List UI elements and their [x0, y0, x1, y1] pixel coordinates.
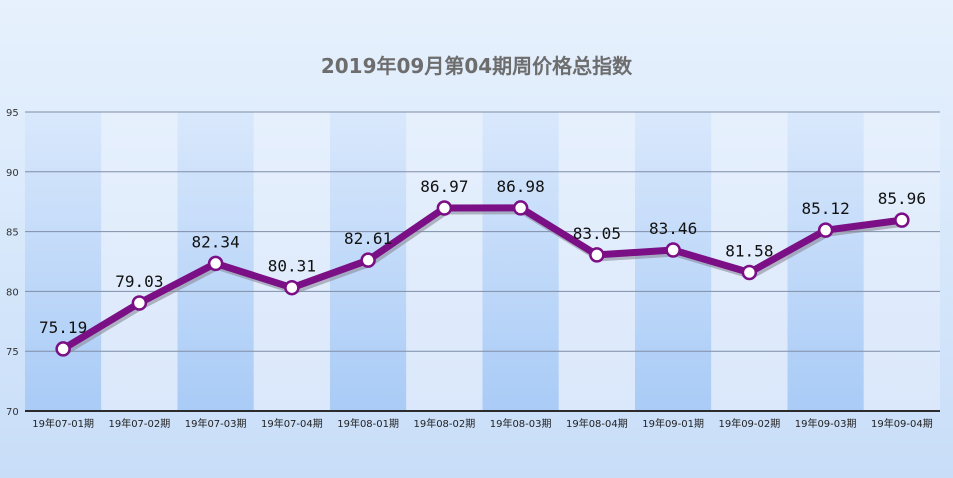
x-tick-label: 19年08-01期: [337, 417, 399, 430]
data-point: [894, 212, 910, 228]
x-tick-label: 19年07-01期: [32, 417, 94, 430]
y-tick-label: 75: [6, 347, 19, 358]
x-tick-label: 19年09-02期: [718, 417, 780, 430]
data-point: [512, 200, 529, 216]
y-tick-label: 85: [6, 228, 19, 239]
data-point: [436, 200, 453, 216]
data-label: 82.61: [344, 229, 392, 248]
x-tick-label: 19年07-03期: [185, 417, 247, 430]
x-tick-label: 19年09-01期: [642, 417, 704, 430]
x-tick-label: 19年07-02期: [108, 417, 170, 430]
data-label: 81.58: [725, 242, 773, 261]
chart-title: 2019年09月第04期周价格总指数: [320, 54, 633, 78]
x-tick-label: 19年09-03期: [795, 417, 857, 430]
data-label: 80.31: [268, 257, 316, 276]
data-point: [741, 264, 758, 281]
data-point: [284, 279, 300, 296]
data-point: [817, 222, 834, 238]
y-tick-label: 95: [6, 108, 19, 119]
data-label: 75.19: [39, 318, 87, 337]
data-point: [55, 341, 71, 357]
y-tick-label: 70: [6, 407, 19, 418]
data-label: 83.05: [573, 224, 621, 243]
series-line: [59, 204, 906, 353]
data-label: 86.97: [420, 177, 468, 196]
y-tick-label: 90: [6, 168, 19, 179]
x-tick-label: 19年08-04期: [566, 417, 628, 430]
data-label: 83.46: [649, 219, 697, 238]
data-label: 85.96: [878, 189, 926, 208]
column-band: [406, 112, 483, 411]
data-label: 82.34: [192, 232, 240, 251]
data-point: [589, 247, 605, 263]
y-tick-label: 80: [6, 287, 19, 298]
data-point: [665, 242, 681, 258]
x-tick-label: 19年09-04期: [871, 417, 933, 430]
column-band: [101, 112, 178, 411]
column-band: [253, 112, 330, 411]
data-point: [131, 295, 148, 311]
data-label: 85.12: [802, 199, 850, 218]
column-band: [482, 112, 559, 411]
column-band: [787, 112, 864, 411]
data-label: 86.98: [497, 177, 545, 196]
data-point: [360, 252, 376, 268]
data-label: 79.03: [115, 272, 163, 291]
column-band: [863, 112, 940, 411]
column-band: [25, 112, 102, 411]
data-point: [207, 255, 224, 272]
x-tick-label: 19年08-02期: [413, 417, 475, 430]
x-tick-label: 19年07-04期: [261, 417, 323, 430]
x-tick-label: 19年08-03期: [490, 417, 552, 430]
